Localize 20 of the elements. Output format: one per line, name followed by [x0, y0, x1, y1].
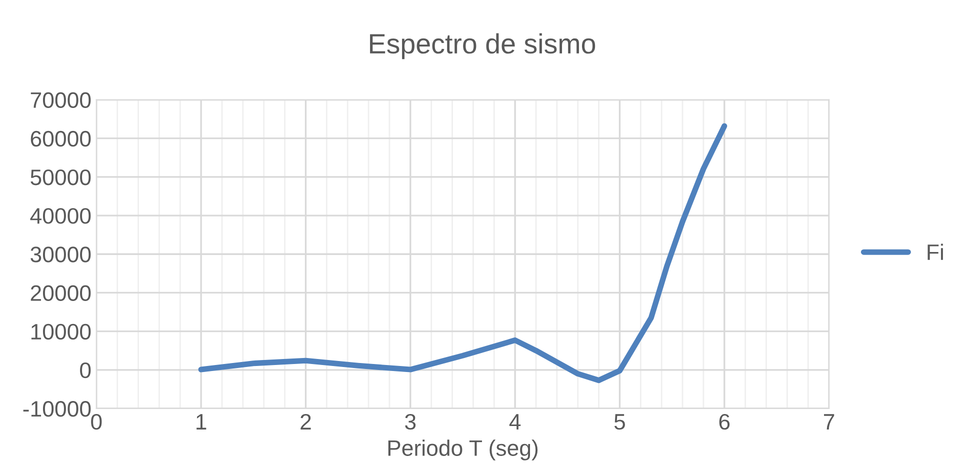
x-tick-label: 5: [614, 414, 625, 430]
x-tick-label: 0: [91, 414, 102, 430]
x-tick-label: 1: [196, 414, 206, 430]
x-tick-label: 3: [405, 414, 416, 430]
y-tick-label: 70000: [30, 92, 91, 108]
y-tick-label: 40000: [30, 208, 91, 224]
x-tick-label: 4: [509, 414, 521, 430]
x-tick-label: 2: [300, 414, 311, 430]
y-tick-label: 50000: [30, 169, 91, 186]
x-axis-title: Periodo T (seg): [388, 440, 538, 460]
legend-label: Fi: [928, 244, 943, 260]
y-tick-label: 0: [80, 362, 91, 378]
x-tick-label: 7: [824, 414, 834, 430]
chart-title: Espectro de sismo: [370, 33, 596, 60]
y-tick-label: 60000: [30, 130, 91, 147]
x-tick-label: 6: [719, 414, 730, 430]
y-tick-label: -10000: [23, 401, 91, 417]
y-tick-label: 30000: [30, 246, 91, 262]
y-tick-label: 20000: [30, 285, 91, 301]
y-tick-label: 10000: [31, 324, 91, 340]
